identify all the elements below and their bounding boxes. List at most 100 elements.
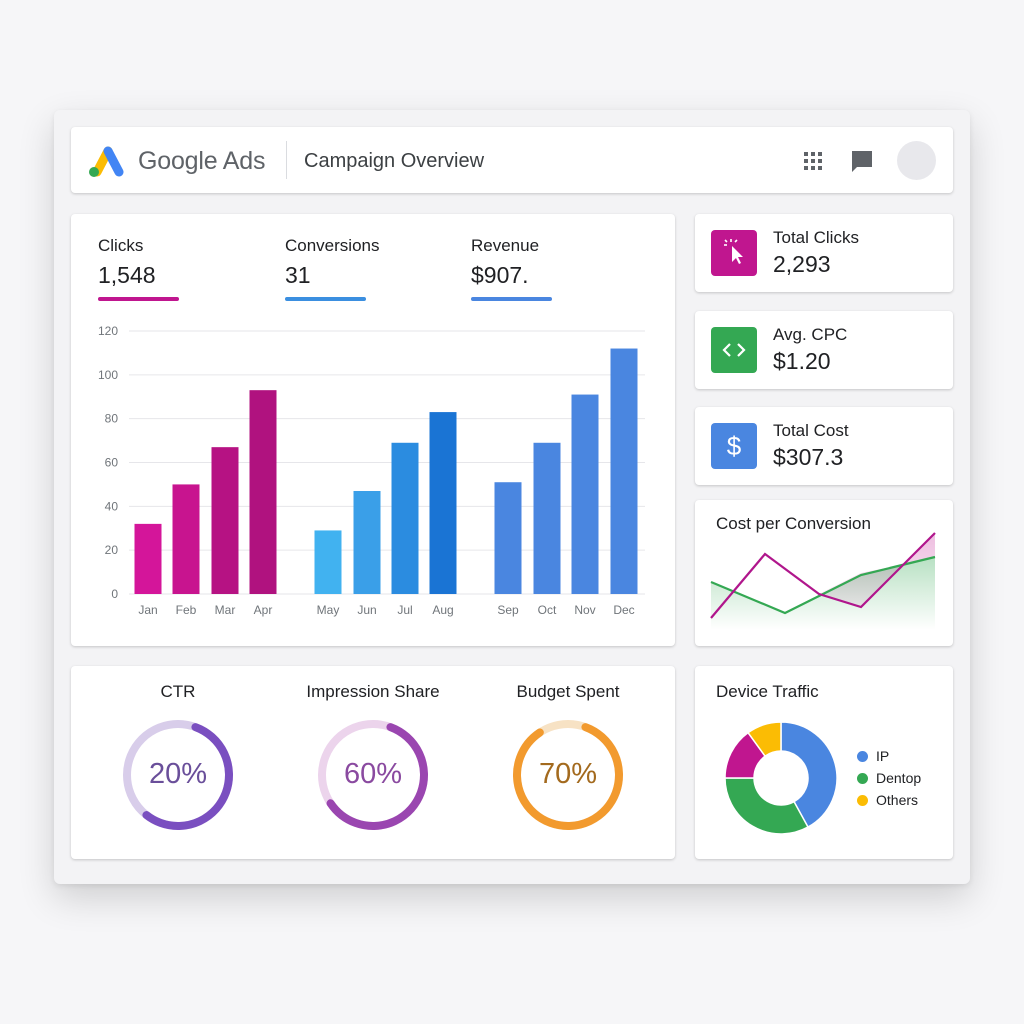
google-ads-logo-icon[interactable] bbox=[86, 142, 126, 178]
bar-feb bbox=[172, 484, 200, 594]
avatar[interactable] bbox=[897, 141, 936, 180]
legend-item: Dentop bbox=[857, 767, 921, 789]
legend-label: IP bbox=[876, 748, 890, 764]
legend-dot bbox=[857, 772, 868, 784]
chat-icon[interactable] bbox=[850, 149, 874, 173]
performance-chart-card: Clicks 1,548 Conversions 31 Revenue $907… bbox=[71, 214, 675, 646]
x-tick-label: Jan bbox=[138, 603, 157, 617]
legend-label: Others bbox=[876, 792, 919, 808]
device-legend: IP Dentop Others bbox=[857, 745, 921, 811]
stat-avg-cpc[interactable]: Avg. CPC $1.20 bbox=[695, 311, 953, 389]
code-icon bbox=[711, 327, 757, 373]
bar-jul bbox=[391, 442, 419, 594]
donut-slice-yellow bbox=[747, 721, 782, 758]
bar-sep bbox=[494, 482, 522, 594]
green-series-area bbox=[711, 557, 935, 630]
card-title: Cost per Conversion bbox=[716, 514, 871, 533]
x-tick-label: Jun bbox=[357, 603, 376, 617]
apps-grid-icon[interactable] bbox=[803, 151, 823, 171]
svg-text:$: $ bbox=[727, 431, 742, 461]
bar-apr bbox=[249, 390, 277, 594]
cost-per-conversion-sparkline bbox=[710, 532, 936, 630]
stat-value: $1.20 bbox=[773, 348, 831, 374]
x-tick-label: Dec bbox=[613, 603, 634, 617]
gauge-value: 20% bbox=[148, 758, 208, 790]
gauge-impression-share[interactable]: Impression Share 60% bbox=[273, 666, 473, 859]
bar-jun bbox=[353, 490, 381, 594]
x-tick-label: Aug bbox=[432, 603, 453, 617]
x-tick-label: Feb bbox=[176, 603, 197, 617]
stat-label: Total Clicks bbox=[773, 228, 859, 247]
stat-value: $307.3 bbox=[773, 444, 844, 470]
gauge-ctr[interactable]: CTR 20% bbox=[78, 666, 278, 859]
metric-label: Revenue bbox=[471, 236, 540, 255]
gauge-label: Budget Spent bbox=[516, 682, 620, 701]
gauge-label: Impression Share bbox=[306, 682, 440, 701]
kpi-gauges-card: CTR 20% Impression Share 60% Budget Spen… bbox=[71, 666, 675, 859]
stat-total-cost[interactable]: $ Total Cost $307.3 bbox=[695, 407, 953, 485]
metric-value: $907. bbox=[471, 262, 529, 288]
gauge-ring bbox=[513, 720, 623, 830]
x-tick-label: Apr bbox=[254, 603, 273, 617]
y-tick-label: 100 bbox=[98, 368, 118, 382]
metric-clicks[interactable]: Clicks 1,548 bbox=[98, 236, 179, 301]
header-divider bbox=[286, 141, 287, 179]
metric-label: Clicks bbox=[98, 236, 144, 255]
metric-label: Conversions bbox=[285, 236, 380, 255]
device-donut-chart bbox=[724, 721, 838, 835]
bar-nov bbox=[571, 394, 599, 594]
y-tick-label: 60 bbox=[105, 456, 119, 470]
magenta-series-line bbox=[710, 532, 936, 619]
bar-may bbox=[314, 530, 342, 594]
x-tick-label: Nov bbox=[574, 603, 595, 617]
stat-value: 2,293 bbox=[773, 251, 831, 277]
bar-oct bbox=[533, 442, 561, 594]
bar-chart: 0 20 40 60 80 100 120 Jan Feb Mar Apr May Jun Jul Aug S… bbox=[98, 324, 645, 617]
y-tick-label: 40 bbox=[105, 499, 119, 513]
bar-aug bbox=[429, 412, 457, 594]
cost-per-conversion-card[interactable]: Cost per Conversion bbox=[695, 500, 953, 646]
stat-total-clicks[interactable]: Total Clicks 2,293 bbox=[695, 214, 953, 292]
metric-conversions[interactable]: Conversions 31 bbox=[285, 236, 380, 301]
metric-underline bbox=[98, 297, 179, 301]
metric-underline bbox=[285, 297, 366, 301]
stat-label: Total Cost bbox=[773, 421, 849, 440]
dashboard-window: Google Ads Campaign Overview Clicks 1,54… bbox=[54, 110, 970, 884]
gauge-label: CTR bbox=[160, 682, 196, 701]
y-tick-label: 120 bbox=[98, 324, 118, 338]
green-series-line bbox=[710, 555, 936, 615]
legend-dot bbox=[857, 750, 868, 762]
metric-value: 1,548 bbox=[98, 262, 156, 288]
legend-dot bbox=[857, 794, 868, 806]
metric-value: 31 bbox=[285, 262, 311, 288]
x-tick-label: Mar bbox=[215, 603, 236, 617]
stat-label: Avg. CPC bbox=[773, 325, 848, 344]
gauge-ring bbox=[318, 720, 428, 830]
y-tick-label: 80 bbox=[105, 412, 119, 426]
donut-slice-blue bbox=[780, 721, 838, 829]
dollar-icon: $ bbox=[711, 423, 757, 469]
metric-revenue[interactable]: Revenue $907. bbox=[471, 236, 552, 301]
donut-slice-green bbox=[724, 777, 809, 835]
cursor-click-icon bbox=[711, 230, 757, 276]
gauge-ring bbox=[123, 720, 233, 830]
x-tick-label: Jul bbox=[397, 603, 412, 617]
gauge-value: 70% bbox=[538, 758, 598, 790]
app-header: Google Ads Campaign Overview bbox=[71, 127, 953, 193]
brand-name: Google Ads bbox=[138, 147, 266, 175]
x-tick-label: Oct bbox=[538, 603, 557, 617]
legend-item: IP bbox=[857, 745, 921, 767]
bar-mar bbox=[211, 447, 239, 594]
device-traffic-card[interactable]: Device Traffic IP Dentop Others bbox=[695, 666, 953, 859]
card-title: Device Traffic bbox=[716, 682, 819, 701]
metric-underline bbox=[471, 297, 552, 301]
y-tick-label: 20 bbox=[105, 543, 119, 557]
bar-jan bbox=[134, 523, 162, 594]
x-tick-label: May bbox=[317, 603, 340, 617]
gauge-budget-spent[interactable]: Budget Spent 70% bbox=[468, 666, 668, 859]
page-title: Campaign Overview bbox=[304, 150, 485, 172]
bar-dec bbox=[610, 348, 638, 594]
x-tick-label: Sep bbox=[497, 603, 519, 617]
gauge-value: 60% bbox=[343, 758, 403, 790]
legend-item: Others bbox=[857, 789, 921, 811]
